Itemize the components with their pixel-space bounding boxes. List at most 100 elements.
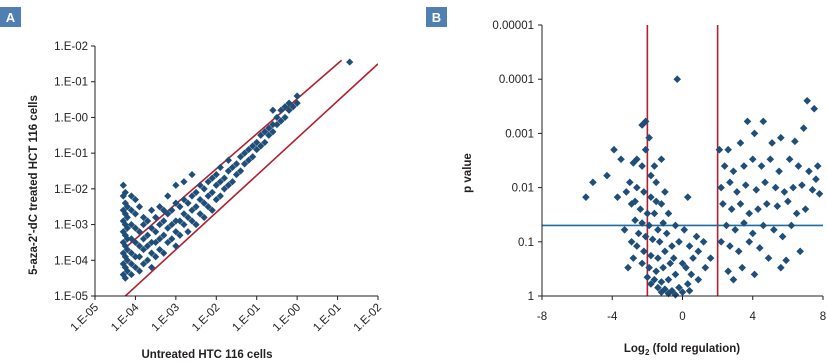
chart-a-x-tick-label: 1.E-02 bbox=[190, 302, 222, 334]
chart-a-point bbox=[277, 106, 285, 114]
chart-a-point bbox=[123, 224, 131, 232]
chart-b-point bbox=[673, 75, 682, 83]
chart-b-point bbox=[699, 238, 708, 246]
chart-b-x-tick-label: 0 bbox=[679, 311, 685, 323]
chart-a-point bbox=[273, 120, 281, 129]
chart-a-point bbox=[208, 206, 216, 214]
chart-b-point bbox=[661, 188, 669, 196]
chart-a-point bbox=[139, 213, 148, 222]
chart-a-reference-line-1 bbox=[126, 59, 343, 247]
chart-b-point bbox=[650, 209, 659, 218]
chart-b-point bbox=[662, 229, 671, 238]
chart-b-point bbox=[780, 188, 789, 196]
chart-b-point bbox=[675, 238, 683, 246]
chart-b-point bbox=[622, 188, 631, 196]
chart-a-point bbox=[216, 163, 224, 172]
chart-b-point bbox=[633, 242, 641, 250]
chart-b-axes bbox=[538, 24, 824, 300]
chart-a-point bbox=[228, 178, 237, 186]
chart-a-point bbox=[293, 99, 301, 107]
chart-a-point bbox=[188, 170, 196, 179]
chart-b-point bbox=[759, 117, 768, 126]
chart-b-x-tick-label: -8 bbox=[537, 311, 547, 323]
chart-b-point bbox=[777, 263, 785, 272]
chart-b-point bbox=[657, 200, 666, 208]
chart-b-point bbox=[801, 205, 810, 213]
chart-b-point bbox=[761, 178, 769, 187]
chart-a-y-tick-label: 1.E-00 bbox=[54, 112, 88, 124]
chart-a-point bbox=[277, 117, 285, 125]
chart-a-y-tick-label: 1.E-05 bbox=[54, 291, 88, 303]
panel-a-label-text: A bbox=[6, 10, 16, 25]
chart-b-y-tick-label: 0.1 bbox=[518, 237, 534, 249]
chart-a-point bbox=[123, 256, 131, 264]
chart-a-point bbox=[281, 103, 289, 111]
chart-a-point bbox=[127, 220, 135, 229]
chart-b-point bbox=[668, 242, 676, 250]
chart-b-point bbox=[775, 167, 783, 176]
chart-b-y-tick-label: 0.001 bbox=[505, 128, 534, 140]
chart-a-point bbox=[245, 156, 253, 164]
chart-a-point bbox=[208, 188, 216, 197]
chart-b-x-axis-title-rest: (fold regulation) bbox=[649, 343, 740, 355]
chart-b-point bbox=[650, 162, 659, 170]
chart-b-point bbox=[647, 193, 655, 201]
chart-b-point bbox=[740, 219, 748, 227]
chart-b-points bbox=[582, 75, 824, 299]
chart-b-point bbox=[715, 145, 724, 154]
chart-a-point bbox=[180, 210, 188, 218]
chart-b-point bbox=[678, 288, 687, 296]
chart-b-point bbox=[654, 225, 662, 234]
chart-b-point bbox=[671, 270, 680, 279]
chart-a-point bbox=[192, 188, 200, 197]
chart-b-point bbox=[631, 197, 639, 206]
chart-a-point bbox=[212, 181, 220, 189]
chart-b-y-tick-label: 0.0001 bbox=[499, 74, 534, 86]
panel-a-label: A bbox=[0, 7, 21, 27]
chart-a-point bbox=[148, 249, 156, 257]
chart-a-point bbox=[188, 192, 196, 200]
chart-a-point bbox=[204, 192, 212, 200]
chart-b-point bbox=[736, 200, 745, 208]
chart-a-point bbox=[228, 163, 237, 172]
chart-b-point bbox=[654, 254, 662, 262]
chart-b-point bbox=[582, 193, 590, 201]
chart-a-point bbox=[273, 113, 281, 122]
chart-a-point bbox=[176, 217, 184, 225]
chart-b-point bbox=[638, 162, 646, 170]
chart-a-point bbox=[148, 224, 156, 232]
chart-a-point bbox=[261, 138, 269, 147]
chart-b-point bbox=[724, 145, 732, 154]
chart-a-point bbox=[224, 156, 233, 164]
chart-b-y-tick-label: 0.00001 bbox=[492, 20, 534, 32]
chart-b-y-tick-labels: 0.00001 0.0001 0.001 0.01 0.1 1 bbox=[492, 20, 534, 303]
chart-a-point bbox=[135, 203, 144, 211]
chart-a-point bbox=[257, 131, 265, 139]
chart-b-point bbox=[810, 104, 819, 113]
chart-b-x-tick-label: 4 bbox=[750, 311, 757, 323]
chart-a-y-tick-label: 1.E-03 bbox=[54, 220, 88, 232]
chart-a-point bbox=[139, 260, 148, 268]
chart-b-point bbox=[785, 155, 794, 164]
chart-a-point bbox=[160, 206, 168, 214]
chart-b-y-tick-label: 1 bbox=[528, 291, 534, 303]
chart-a-x-tick-label: 1.E-00 bbox=[271, 302, 303, 334]
chart-a-point bbox=[204, 178, 212, 186]
chart-b-point bbox=[678, 259, 687, 268]
chart-a-x-tick-labels: 1.E-05 1.E-04 1.E-03 1.E-02 1.E-01 1.E-00 1.E-… bbox=[69, 301, 384, 334]
chart-b-point bbox=[743, 117, 752, 126]
chart-a-point bbox=[253, 138, 261, 147]
chart-b-point bbox=[726, 178, 734, 187]
chart-b-point bbox=[657, 278, 666, 286]
chart-b-point bbox=[782, 256, 790, 265]
chart-a-point bbox=[204, 203, 212, 211]
chart-b-point bbox=[798, 181, 806, 189]
chart-b-point bbox=[763, 200, 771, 208]
chart-b-point bbox=[643, 273, 652, 282]
chart-a-point bbox=[257, 142, 265, 150]
chart-a-point bbox=[131, 195, 140, 204]
chart-a-point bbox=[172, 181, 180, 189]
chart-a-point bbox=[164, 238, 172, 247]
chart-b-point bbox=[692, 232, 701, 241]
chart-a-point bbox=[232, 160, 241, 168]
